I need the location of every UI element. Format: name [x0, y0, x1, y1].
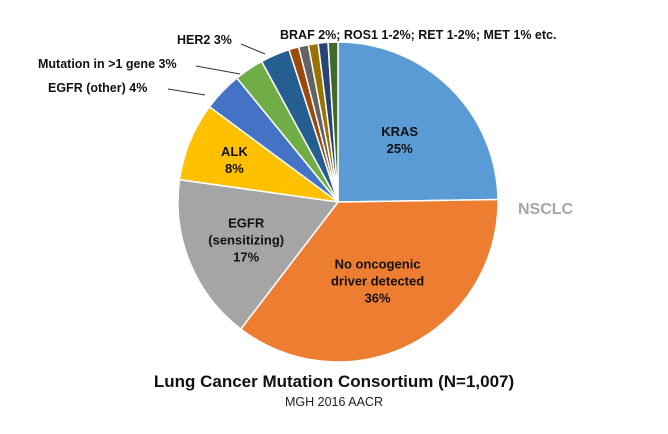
- small-slices-label: BRAF 2%; ROS1 1-2%; RET 1-2%; MET 1% etc…: [280, 28, 556, 42]
- pie-slice-kras: [337, 41, 499, 203]
- slice-label-alk: ALK 8%: [221, 144, 248, 176]
- slice-label-her2: HER2 3%: [177, 33, 232, 47]
- slice-label-egfr-sensitizing: EGFR (sensitizing) 17%: [208, 216, 284, 265]
- pie-slices: [177, 41, 499, 363]
- pie-slice-no-oncogenic-driver-detected: [239, 198, 499, 363]
- pie-slice-other-11: [327, 41, 339, 203]
- leader-line-egfr-other: [167, 88, 206, 96]
- slice-label-kras: KRAS 25%: [381, 124, 418, 156]
- slice-label-egfr-other: EGFR (other) 4%: [48, 81, 147, 95]
- pie-slice-egfr-sensitizing: [177, 178, 340, 331]
- leader-line-mutation-in-1-gene: [195, 65, 241, 75]
- chart-title: Lung Cancer Mutation Consortium (N=1,007…: [153, 372, 515, 391]
- leader-line-her2: [240, 43, 266, 55]
- slice-label-mutation-in-1-gene: Mutation in >1 gene 3%: [38, 57, 177, 71]
- slice-label-no-oncogenic-driver-detected: No oncogenic driver detected 36%: [331, 257, 424, 306]
- slice-labels: KRAS 25% No oncogenic driver detected 36% EGF…: [38, 33, 424, 306]
- group-label: NSCLC: [518, 201, 574, 218]
- leader-lines: [167, 43, 266, 96]
- chart-subtitle: MGH 2016 AACR: [285, 395, 383, 409]
